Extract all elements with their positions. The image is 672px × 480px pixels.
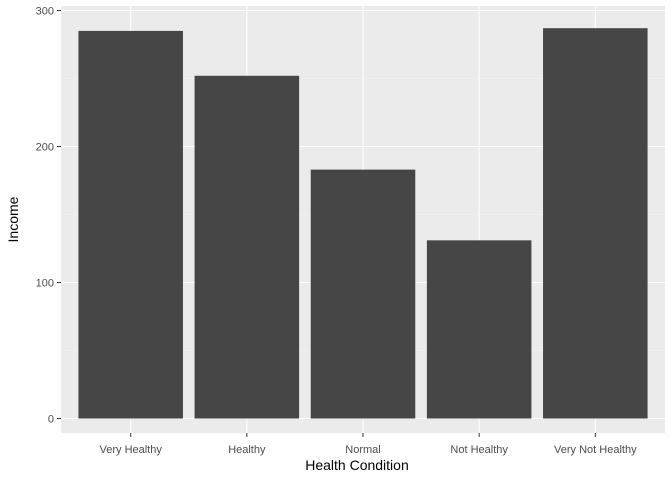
bar — [426, 240, 532, 419]
bar — [543, 28, 648, 419]
x-tick-label: Not Healthy — [450, 444, 508, 456]
x-tick-label: Healthy — [228, 444, 266, 456]
x-axis-title: Health Condition — [305, 457, 409, 473]
y-tick-label: 100 — [36, 278, 54, 290]
x-tick-label: Very Healthy — [100, 444, 163, 456]
x-tick-label: Normal — [345, 444, 380, 456]
x-tick-label: Very Not Healthy — [554, 444, 637, 456]
y-tick-label: 200 — [36, 142, 54, 154]
y-tick-label: 0 — [48, 414, 54, 426]
bar — [194, 75, 300, 419]
y-axis-title: Income — [5, 196, 21, 242]
x-axis-ticks: Very Healthy Healthy Normal Not Healthy Very… — [100, 433, 637, 456]
bar — [310, 169, 416, 419]
bar — [78, 30, 183, 419]
y-tick-label: 300 — [36, 6, 54, 18]
bars — [78, 28, 648, 419]
y-axis-ticks: 0 100 200 300 — [36, 6, 61, 426]
